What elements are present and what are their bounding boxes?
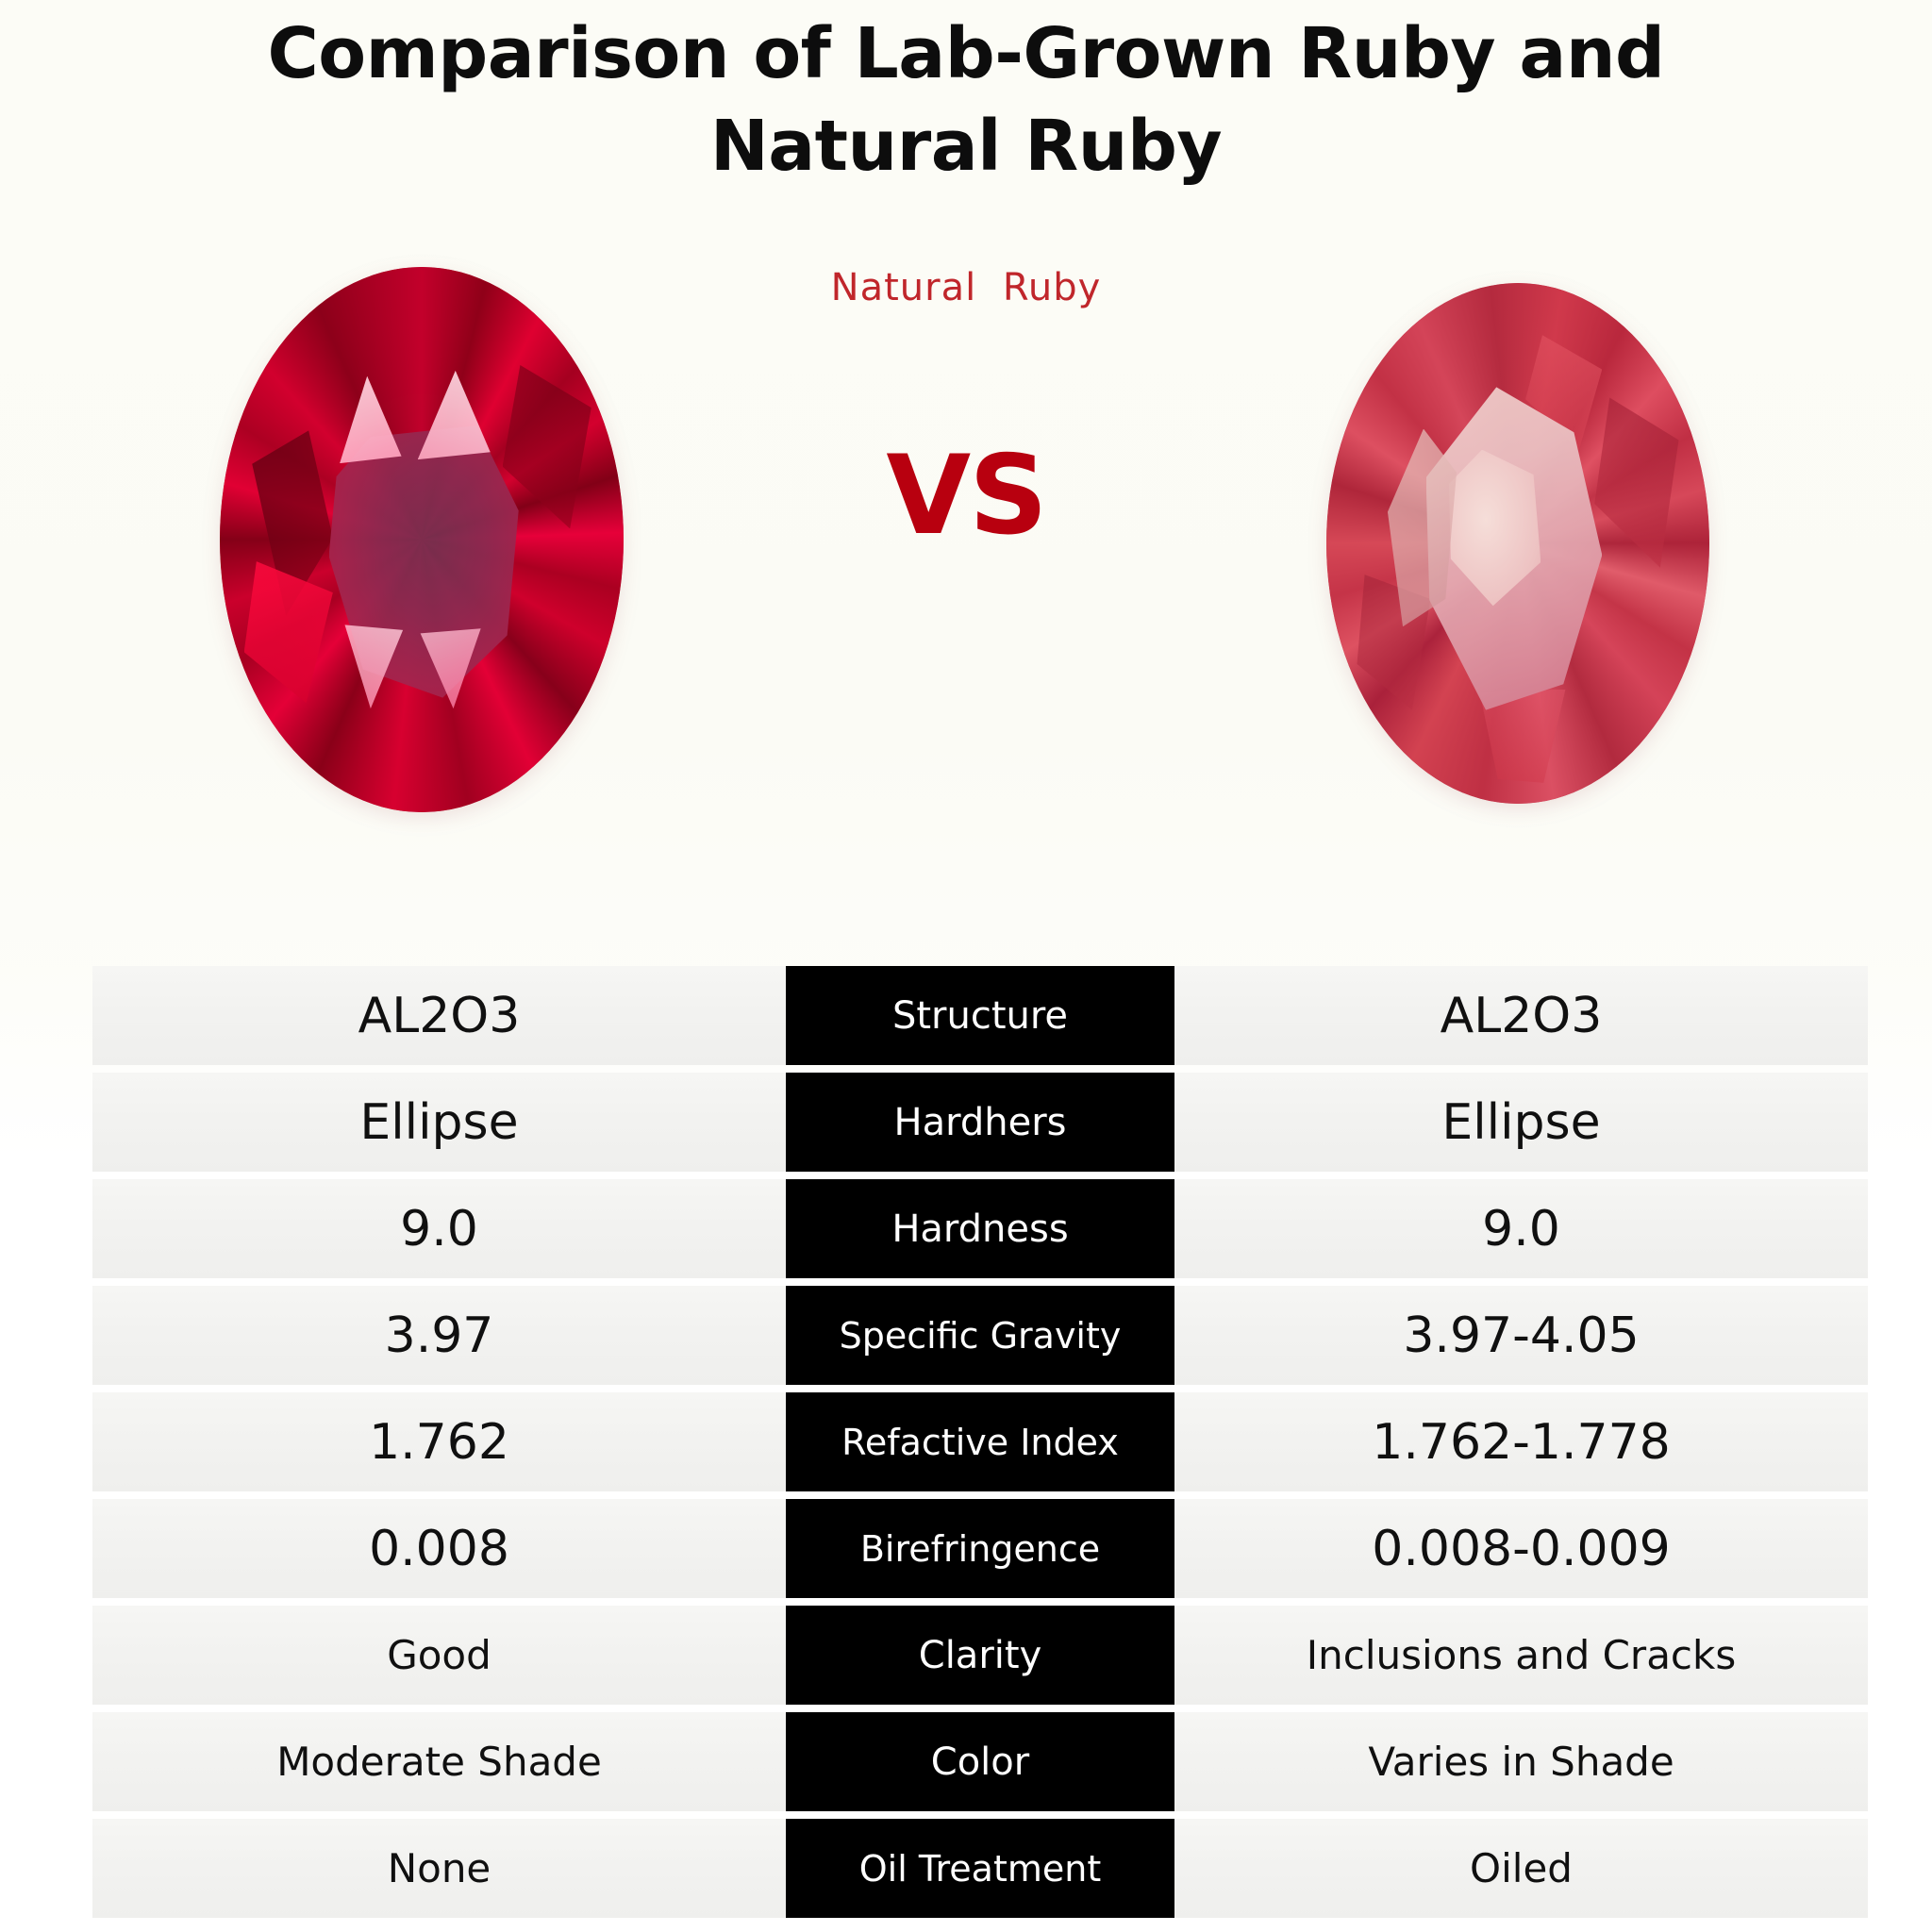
- lab-grown-value-cell: Ellipse: [92, 1073, 786, 1172]
- table-row: Ellipse Hardhers Ellipse: [92, 1073, 1868, 1172]
- lab-grown-ruby-gem: [220, 267, 624, 812]
- lab-grown-value-cell: 9.0: [92, 1179, 786, 1278]
- table-row: None Oil Treatment Oiled: [92, 1819, 1868, 1918]
- natural-value-cell: Varies in Shade: [1174, 1712, 1868, 1811]
- natural-value-cell: 9.0: [1174, 1179, 1868, 1278]
- natural-value-cell: 3.97-4.05: [1174, 1286, 1868, 1385]
- gem-right-highlights: [1326, 283, 1709, 804]
- gem-left-highlights: [220, 267, 624, 812]
- natural-value-cell: 0.008-0.009: [1174, 1499, 1868, 1598]
- gem-left-highlight-3: [344, 625, 404, 709]
- vs-label: VS: [886, 432, 1047, 559]
- property-label-cell: Clarity: [786, 1606, 1174, 1705]
- natural-value-cell: 1.762-1.778: [1174, 1392, 1868, 1491]
- gem-right-highlight-1: [1448, 449, 1541, 607]
- property-label-cell: Refactive Index: [786, 1392, 1174, 1491]
- natural-value-cell: Oiled: [1174, 1819, 1868, 1918]
- lab-grown-value-cell: 0.008: [92, 1499, 786, 1598]
- gem-left-facets: [220, 267, 624, 812]
- property-label-cell: Structure: [786, 966, 1174, 1065]
- page-title-line-1: Comparison of Lab-Grown Ruby and: [267, 13, 1665, 94]
- natural-ruby-subtitle: Natural Ruby: [830, 266, 1102, 309]
- lab-grown-value-cell: AL2O3: [92, 966, 786, 1065]
- table-row: 9.0 Hardness 9.0: [92, 1179, 1868, 1278]
- lab-grown-value-cell: Moderate Shade: [92, 1712, 786, 1811]
- comparison-table: AL2O3 Structure AL2O3 Ellipse Hardhers Ellips…: [92, 966, 1868, 1925]
- property-label-cell: Oil Treatment: [786, 1819, 1174, 1918]
- property-label-cell: Birefringence: [786, 1499, 1174, 1598]
- property-label-cell: Hardness: [786, 1179, 1174, 1278]
- lab-grown-value-cell: None: [92, 1819, 786, 1918]
- table-row: 0.008 Birefringence 0.008-0.009: [92, 1499, 1868, 1598]
- natural-ruby-gem: [1326, 283, 1709, 804]
- natural-value-cell: Ellipse: [1174, 1073, 1868, 1172]
- page-title-line-2: Natural Ruby: [709, 106, 1223, 187]
- table-row: 1.762 Refactive Index 1.762-1.778: [92, 1392, 1868, 1491]
- page-title: Comparison of Lab-Grown Ruby and Natural…: [0, 8, 1932, 192]
- lab-grown-value-cell: 1.762: [92, 1392, 786, 1491]
- lab-grown-value-cell: 3.97: [92, 1286, 786, 1385]
- property-label-cell: Color: [786, 1712, 1174, 1811]
- table-row: Good Clarity Inclusions and Cracks: [92, 1606, 1868, 1705]
- table-row: 3.97 Specific Gravity 3.97-4.05: [92, 1286, 1868, 1385]
- lab-grown-value-cell: Good: [92, 1606, 786, 1705]
- gem-right-highlight-2: [1387, 428, 1457, 627]
- property-label-cell: Hardhers: [786, 1073, 1174, 1172]
- table-row: AL2O3 Structure AL2O3: [92, 966, 1868, 1065]
- natural-value-cell: AL2O3: [1174, 966, 1868, 1065]
- property-label-cell: Specific Gravity: [786, 1286, 1174, 1385]
- gem-left-highlight-4: [420, 628, 481, 709]
- table-row: Moderate Shade Color Varies in Shade: [92, 1712, 1868, 1811]
- natural-value-cell: Inclusions and Cracks: [1174, 1606, 1868, 1705]
